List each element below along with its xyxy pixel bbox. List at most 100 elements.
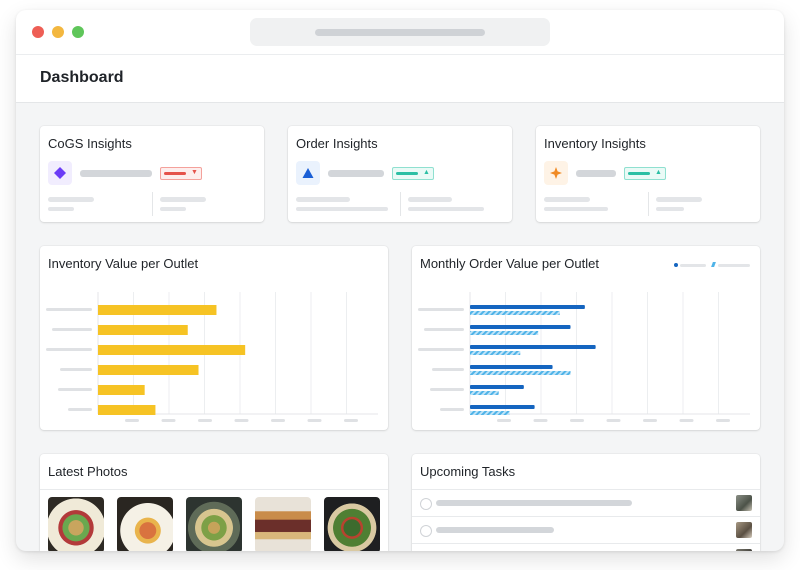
x-tick-label-placeholder <box>307 419 322 422</box>
inventory-value-chart <box>46 292 378 422</box>
browser-window: Dashboard CoGS Insights ▼ Order Insights… <box>16 10 784 551</box>
trend-up-badge: ▲ <box>392 167 434 180</box>
stat-value-placeholder <box>160 207 186 211</box>
task-label-placeholder <box>436 527 554 533</box>
bar-primary <box>470 405 535 409</box>
bar <box>98 305 217 315</box>
x-tick-label-placeholder <box>198 419 212 422</box>
task-checkbox[interactable] <box>420 498 432 510</box>
close-window-button[interactable] <box>32 26 44 38</box>
bar-secondary <box>470 411 510 415</box>
maximize-window-button[interactable] <box>72 26 84 38</box>
inventory-value-chart-card: Inventory Value per Outlet <box>40 246 388 430</box>
legend-label-placeholder <box>718 264 750 267</box>
stat-value-placeholder <box>408 207 484 211</box>
metric-placeholder <box>328 170 384 177</box>
category-label-placeholder <box>46 348 92 351</box>
chevron-up-icon: ▲ <box>655 169 662 176</box>
x-tick-label-placeholder <box>344 419 358 422</box>
stat-label-placeholder <box>296 197 350 202</box>
category-label-placeholder <box>58 388 92 391</box>
inventory-insights-card[interactable]: Inventory Insights ▲ <box>536 126 760 222</box>
task-row[interactable] <box>412 490 760 516</box>
bar <box>98 325 188 335</box>
browser-titlebar <box>16 10 784 55</box>
latest-photos-card: Latest Photos <box>40 454 388 551</box>
address-placeholder <box>315 29 485 36</box>
greens-salad-photo[interactable] <box>324 497 380 551</box>
category-label-placeholder <box>418 308 464 311</box>
minimize-window-button[interactable] <box>52 26 64 38</box>
bar-primary <box>470 365 553 369</box>
stat-value-placeholder <box>296 207 388 211</box>
category-label-placeholder <box>68 408 92 411</box>
legend-swatch-primary <box>674 263 678 267</box>
upcoming-tasks-card: Upcoming Tasks <box>412 454 760 551</box>
category-label-placeholder <box>60 368 92 371</box>
category-label-placeholder <box>430 388 464 391</box>
diamond-icon <box>48 161 72 185</box>
x-tick-label-placeholder <box>716 419 730 422</box>
divider <box>412 543 760 544</box>
category-label-placeholder <box>46 308 92 311</box>
stat-value-placeholder <box>544 207 608 211</box>
x-tick-label-placeholder <box>606 419 621 422</box>
triangle-icon <box>296 161 320 185</box>
app-header: Dashboard <box>16 55 784 103</box>
x-tick-label-placeholder <box>271 419 285 422</box>
bar <box>98 385 145 395</box>
order-insights-card[interactable]: Order Insights ▲ <box>288 126 512 222</box>
category-label-placeholder <box>418 348 464 351</box>
stat-value-placeholder <box>656 207 684 211</box>
metric-placeholder <box>576 170 616 177</box>
trend-down-badge: ▼ <box>160 167 202 180</box>
burger-photo[interactable] <box>255 497 311 551</box>
salad-bowl-photo[interactable] <box>48 497 104 551</box>
card-title: Inventory Insights <box>544 136 646 151</box>
x-tick-label-placeholder <box>643 419 657 422</box>
divider <box>412 516 760 517</box>
chart-title: Inventory Value per Outlet <box>48 256 199 271</box>
x-tick-label-placeholder <box>679 419 694 422</box>
monthly-order-value-chart <box>418 292 750 422</box>
bar-primary <box>470 385 524 389</box>
divider <box>648 192 649 216</box>
avatar <box>736 495 752 511</box>
divider <box>400 192 401 216</box>
bar-primary <box>470 325 571 329</box>
stat-value-placeholder <box>48 207 74 211</box>
task-checkbox[interactable] <box>420 525 432 537</box>
x-tick-label-placeholder <box>125 419 139 422</box>
x-tick-label-placeholder <box>161 419 176 422</box>
grain-bowl-photo[interactable] <box>186 497 242 551</box>
stat-label-placeholder <box>160 197 206 202</box>
category-label-placeholder <box>52 328 92 331</box>
bar <box>98 345 246 355</box>
card-title: Order Insights <box>296 136 378 151</box>
bar-secondary <box>470 311 560 315</box>
chart-title: Monthly Order Value per Outlet <box>420 256 599 271</box>
divider <box>412 489 760 490</box>
task-row[interactable] <box>412 517 760 543</box>
bar-primary <box>470 345 596 349</box>
category-label-placeholder <box>424 328 464 331</box>
chart-legend <box>674 262 754 270</box>
monthly-order-value-chart-card: Monthly Order Value per Outlet <box>412 246 760 430</box>
bar <box>98 365 199 375</box>
metric-placeholder <box>80 170 152 177</box>
legend-label-placeholder <box>680 264 706 267</box>
salmon-plate-photo[interactable] <box>117 497 173 551</box>
stat-label-placeholder <box>656 197 702 202</box>
chevron-up-icon: ▲ <box>423 169 430 176</box>
bar-secondary <box>470 351 521 355</box>
x-tick-label-placeholder <box>570 419 584 422</box>
avatar <box>736 522 752 538</box>
x-tick-label-placeholder <box>497 419 511 422</box>
address-bar[interactable] <box>250 18 550 46</box>
bar-secondary <box>470 371 571 375</box>
task-row[interactable] <box>412 544 760 551</box>
x-tick-label-placeholder <box>234 419 249 422</box>
cogs-insights-card[interactable]: CoGS Insights ▼ <box>40 126 264 222</box>
category-label-placeholder <box>440 408 464 411</box>
bar <box>98 405 156 415</box>
